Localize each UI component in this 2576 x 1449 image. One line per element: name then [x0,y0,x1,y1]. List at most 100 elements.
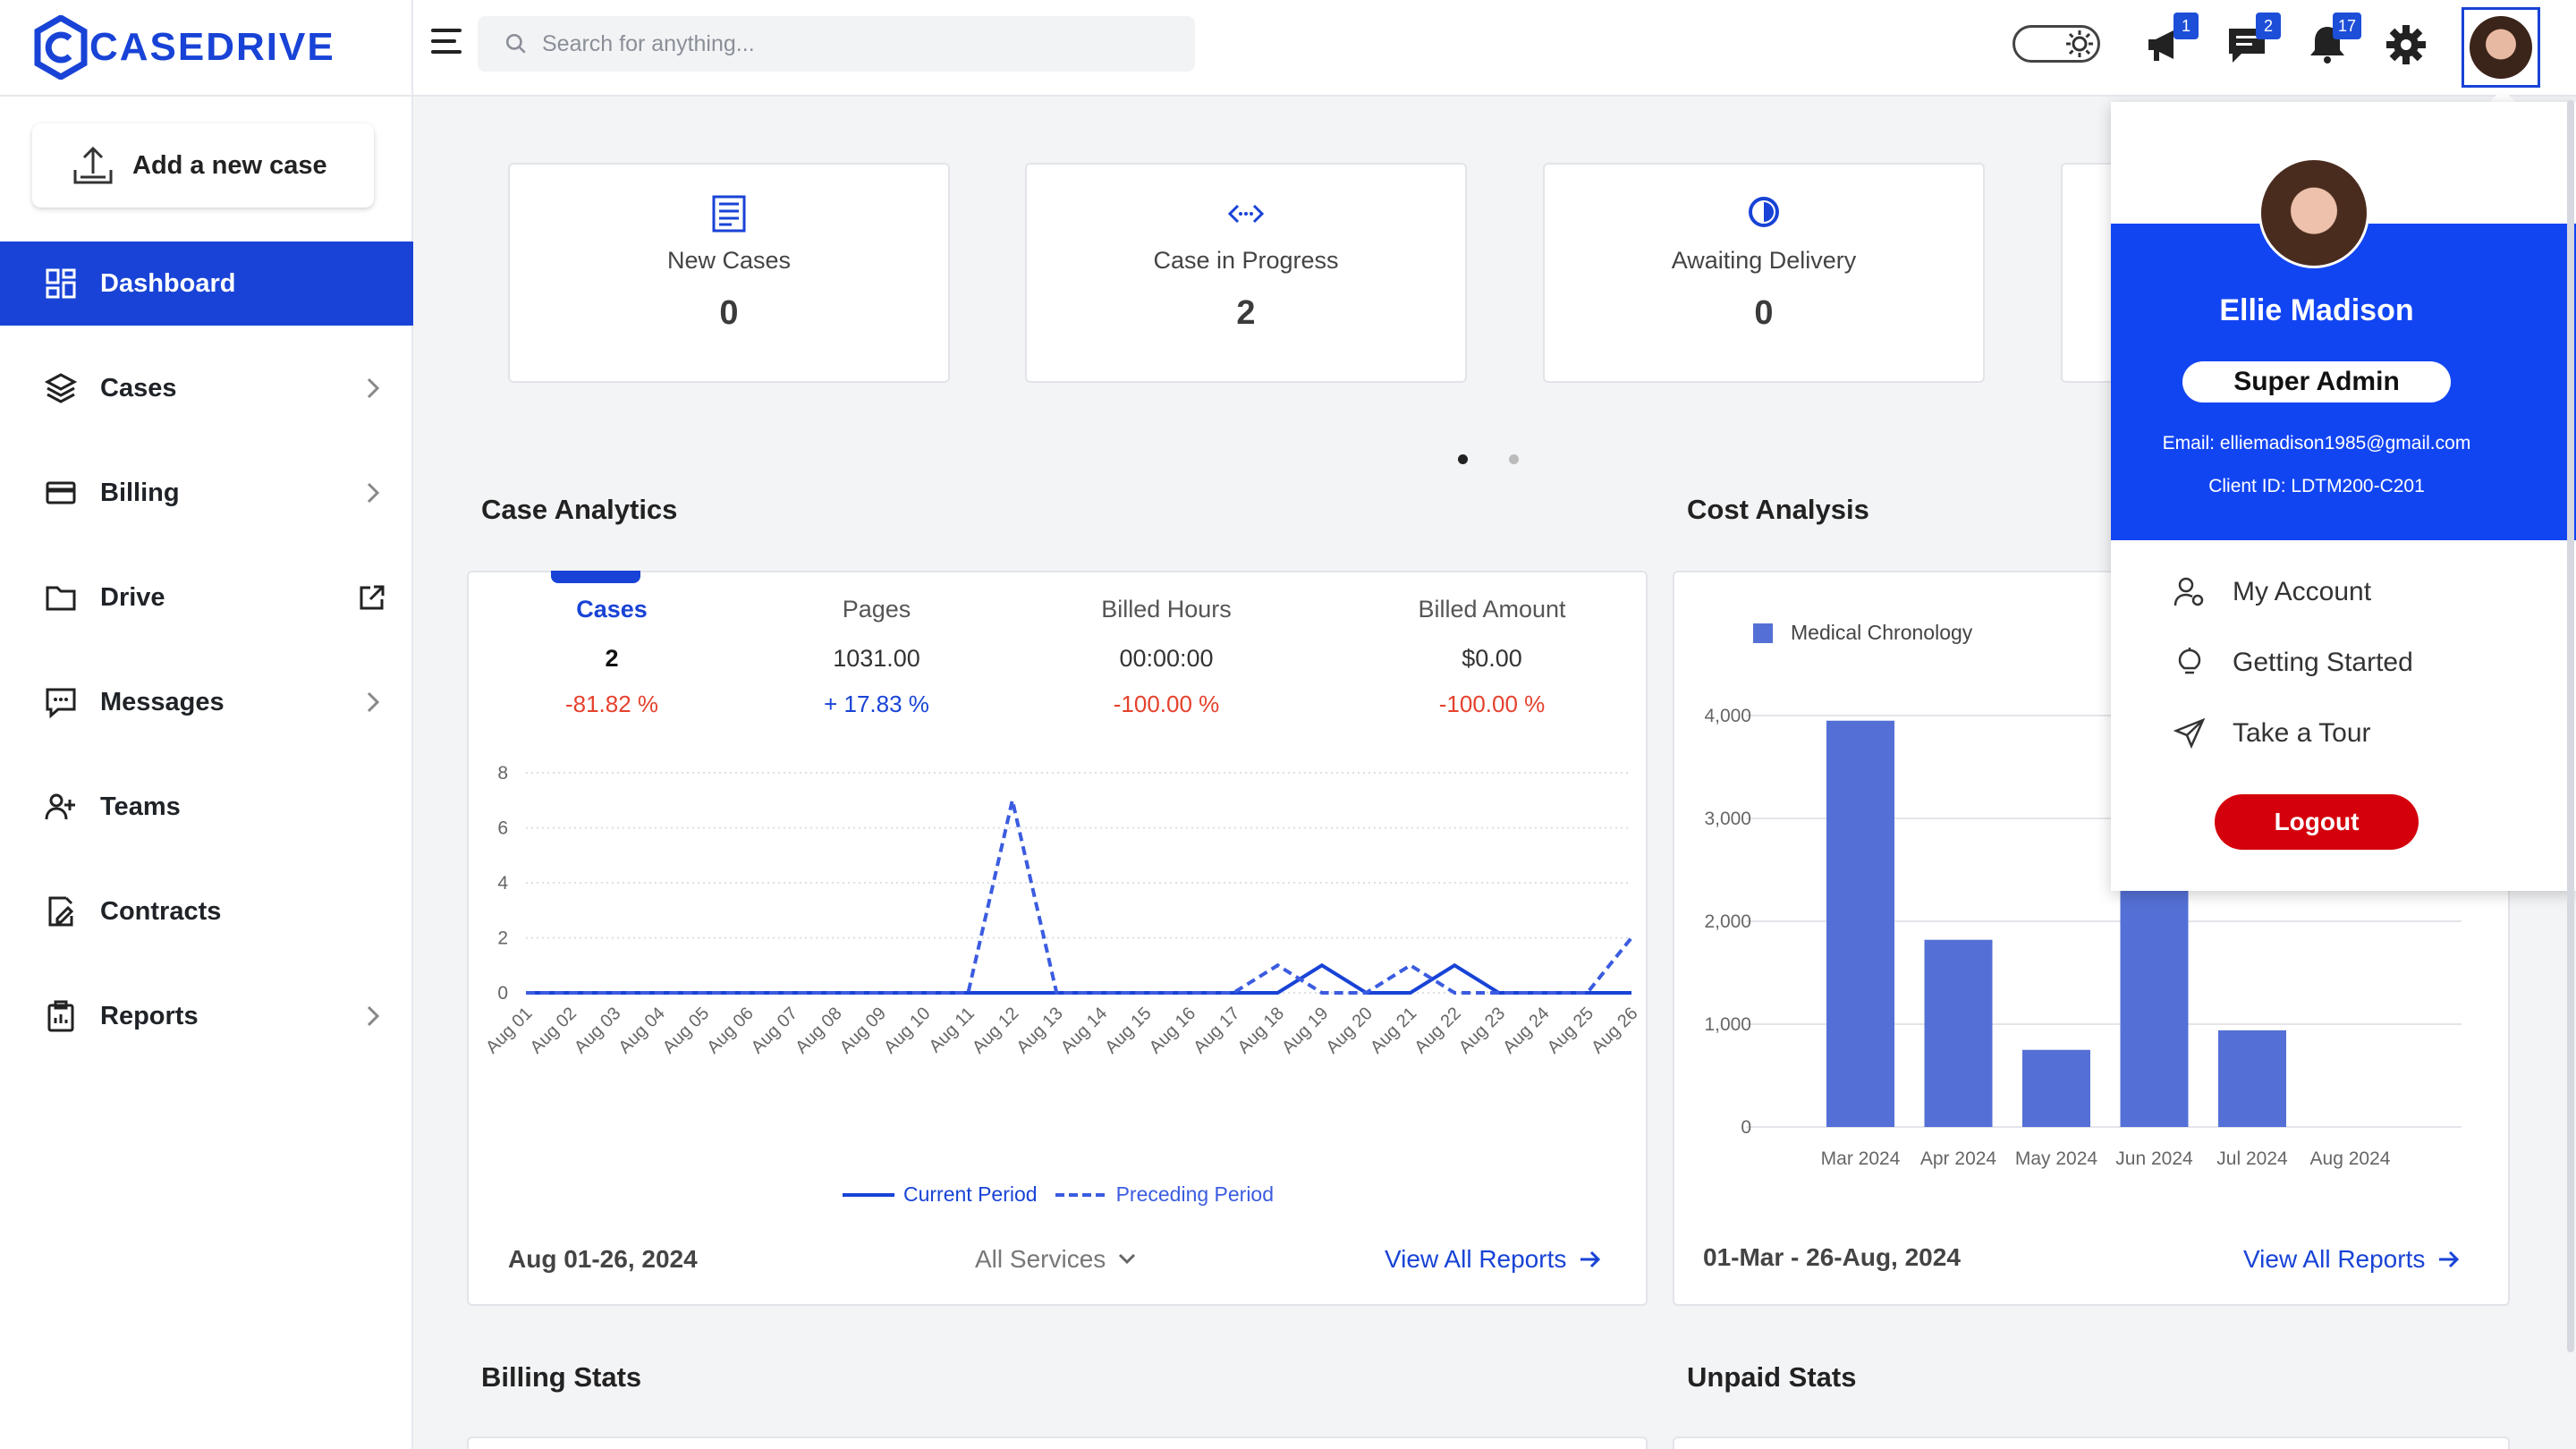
stat-card-awaiting-delivery[interactable]: Awaiting Delivery 0 [1543,163,1985,383]
metric-billed-amount[interactable]: Billed Amount $0.00 -100.00 % [1376,596,1608,718]
stat-card-new-cases[interactable]: New Cases 0 [508,163,950,383]
x-tick-label: Aug 07 [748,1004,801,1057]
messages-button[interactable]: 2 [2225,13,2281,66]
x-tick-label: Aug 23 [1455,1004,1509,1057]
logo[interactable]: CASEDRIVE [0,0,413,97]
metric-cases[interactable]: Cases 2 -81.82 % [496,596,728,718]
casedrive-logo-icon [34,15,88,80]
add-new-case-button[interactable]: Add a new case [32,123,374,208]
send-icon [2174,717,2206,750]
y-tick-label: 8 [497,763,508,784]
metric-change: -100.00 % [1438,691,1546,717]
profile-client-id: Client ID: LDTM200-C201 [2208,476,2425,496]
menu-toggle-icon[interactable] [431,29,462,59]
sidebar-item-cases[interactable]: Cases [0,346,413,430]
bar-apr-2024 [1924,939,1993,1127]
metric-label: Billed Hours [1101,596,1232,623]
carousel-dot[interactable] [1509,454,1519,464]
settings-button[interactable] [2385,23,2428,66]
top-bar: 1 2 17 [413,0,2576,97]
theme-toggle[interactable] [2012,25,2100,63]
cost-view-all-reports-link[interactable]: View All Reports [2243,1245,2461,1274]
x-tick-label: Aug 26 [1588,1004,1641,1057]
view-all-reports-label: View All Reports [1385,1245,1567,1273]
bar-jul-2024 [2218,1030,2286,1127]
sidebar-item-label: Drive [100,582,165,612]
metric-label: Billed Amount [1418,596,1566,623]
metric-pages[interactable]: Pages 1031.00 + 17.83 % [760,596,993,718]
announcements-button[interactable]: 1 [2143,13,2199,66]
unpaid-stats-panel [1673,1436,2510,1449]
x-tick-label: Apr 2024 [1920,1148,1997,1169]
x-tick-label: May 2024 [2015,1148,2098,1169]
message-icon [46,688,76,718]
x-tick-label: Aug 18 [1234,1004,1288,1057]
stat-label: New Cases [666,247,792,274]
case-analytics-title: Case Analytics [481,494,678,525]
x-tick-label: Aug 05 [659,1004,713,1057]
gear-icon [2386,25,2426,64]
user-avatar-button[interactable] [2462,7,2540,88]
chevron-down-icon [1119,1253,1136,1265]
x-tick-label: Aug 24 [1499,1004,1553,1057]
sidebar-item-billing[interactable]: Billing [0,451,413,535]
team-icon [45,793,75,820]
carousel-dot-active[interactable] [1458,454,1468,464]
services-filter[interactable]: All Services [975,1245,1136,1274]
folder-icon [46,586,76,611]
legend-dashed-line [1055,1192,1107,1197]
notifications-button[interactable]: 17 [2306,13,2361,66]
menu-label: Take a Tour [2233,718,2371,748]
chevron-right-icon [367,482,380,504]
view-all-reports-link[interactable]: View All Reports [1385,1245,1602,1274]
billing-stats-panel [467,1436,1648,1449]
x-tick-label: Aug 08 [792,1004,845,1057]
stat-label: Awaiting Delivery [1671,247,1857,274]
x-tick-label: Aug 17 [1190,1004,1243,1057]
logout-button[interactable]: Logout [2215,794,2419,850]
sidebar-item-dashboard[interactable]: Dashboard [0,242,413,326]
x-tick-label: Aug 03 [571,1004,624,1057]
x-tick-label: Aug 11 [926,1004,979,1056]
metric-value: 1031.00 [833,645,920,672]
profile-name: Ellie Madison [2219,293,2414,327]
legend-solid-line [843,1192,894,1197]
metric-value: 2 [605,645,619,672]
sidebar-item-label: Teams [100,792,181,821]
x-tick-label: Aug 2024 [2310,1148,2391,1169]
y-tick-label: 4 [497,873,508,894]
x-tick-label: Aug 13 [1013,1004,1066,1057]
metric-billed-hours[interactable]: Billed Hours 00:00:00 -100.00 % [1050,596,1283,718]
legend-swatch [1753,623,1773,643]
stat-card-case-in-progress[interactable]: Case in Progress 2 [1025,163,1467,383]
page-scrollbar[interactable] [2567,100,2574,1352]
billing-stats-title: Billing Stats [481,1361,642,1393]
sidebar-item-teams[interactable]: Teams [0,765,413,849]
search-input[interactable] [542,30,1168,57]
y-tick-label: 2,000 [1704,911,1751,932]
menu-my-account[interactable]: My Account [2174,576,2371,608]
legend-medical-chronology: Medical Chronology [1791,621,1973,644]
menu-take-a-tour[interactable]: Take a Tour [2174,717,2371,750]
metric-value: $0.00 [1462,645,1522,672]
sidebar-item-drive[interactable]: Drive [0,555,413,640]
report-icon [47,1000,74,1032]
menu-getting-started[interactable]: Getting Started [2174,647,2413,679]
bar-legend: Medical Chronology [1753,621,1972,645]
messages-badge: 2 [2256,13,2281,39]
x-tick-label: Aug 06 [703,1004,757,1057]
search-bar[interactable] [478,16,1195,72]
x-tick-label: Aug 15 [1101,1004,1155,1057]
sidebar-item-label: Billing [100,478,180,507]
dropdown-caret [2490,88,2515,102]
sidebar-item-messages[interactable]: Messages [0,660,413,744]
user-gear-icon [2174,577,2204,606]
sidebar-item-reports[interactable]: Reports [0,974,413,1058]
x-tick-label: Aug 01 [482,1004,536,1057]
sidebar-item-contracts[interactable]: Contracts [0,869,413,953]
add-new-case-label: Add a new case [132,150,327,180]
sidebar-item-label: Contracts [100,896,222,926]
x-tick-label: Aug 21 [1367,1004,1420,1057]
notifications-badge: 17 [2332,13,2361,39]
arrow-right-icon [1580,1250,1601,1268]
